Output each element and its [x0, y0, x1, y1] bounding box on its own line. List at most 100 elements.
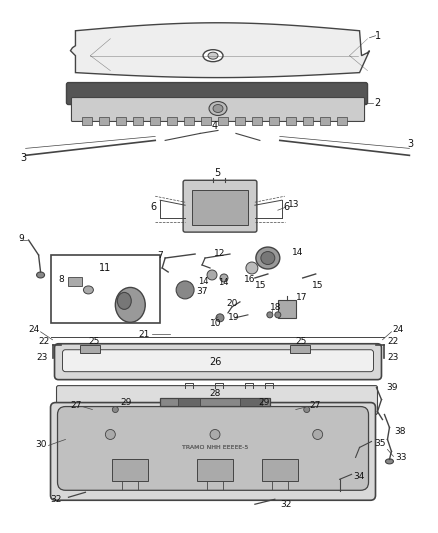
Text: 8: 8	[59, 276, 64, 285]
Bar	[150, 117, 160, 125]
Circle shape	[275, 312, 281, 318]
Text: 21: 21	[138, 330, 150, 340]
Bar	[112, 459, 148, 481]
Text: 12: 12	[214, 248, 226, 257]
Bar	[240, 398, 262, 406]
Ellipse shape	[37, 272, 45, 278]
Circle shape	[216, 314, 224, 322]
Bar	[68, 277, 82, 286]
Text: 24: 24	[28, 325, 40, 334]
FancyBboxPatch shape	[50, 402, 375, 500]
FancyBboxPatch shape	[57, 385, 378, 415]
FancyBboxPatch shape	[71, 98, 364, 122]
Bar	[167, 117, 177, 125]
Text: 10: 10	[210, 319, 222, 328]
Bar	[133, 117, 143, 125]
Bar	[50, 255, 160, 323]
Ellipse shape	[256, 247, 280, 269]
Bar	[81, 345, 100, 353]
Text: 25: 25	[296, 337, 307, 346]
Text: TRAMO NHH EEEEE-5: TRAMO NHH EEEEE-5	[182, 445, 248, 450]
Text: TRAMO NHH EEEEE-5: TRAMO NHH EEEEE-5	[182, 445, 248, 450]
Text: 20: 20	[226, 300, 237, 309]
Text: 38: 38	[395, 427, 406, 436]
Bar	[184, 117, 194, 125]
Bar	[178, 398, 200, 406]
Text: 28: 28	[209, 389, 221, 398]
Text: 22: 22	[39, 337, 50, 346]
FancyBboxPatch shape	[63, 350, 374, 372]
Ellipse shape	[209, 101, 227, 116]
Text: 6: 6	[284, 202, 290, 212]
Text: 29: 29	[120, 398, 132, 407]
Text: 35: 35	[374, 439, 386, 448]
Circle shape	[220, 274, 228, 282]
Text: 26: 26	[209, 357, 221, 367]
Ellipse shape	[261, 252, 275, 264]
Circle shape	[112, 407, 118, 413]
Text: 3: 3	[21, 154, 27, 163]
Text: 15: 15	[255, 281, 266, 290]
Text: 19: 19	[228, 313, 240, 322]
Bar	[117, 117, 126, 125]
FancyBboxPatch shape	[183, 180, 257, 232]
Ellipse shape	[115, 287, 145, 322]
Bar	[286, 117, 296, 125]
Text: 14: 14	[292, 247, 303, 256]
Circle shape	[210, 430, 220, 439]
FancyBboxPatch shape	[67, 83, 367, 104]
Bar	[235, 117, 245, 125]
Bar	[337, 117, 346, 125]
Text: 33: 33	[396, 453, 407, 462]
Text: 23: 23	[388, 353, 399, 362]
Bar	[269, 117, 279, 125]
Text: 30: 30	[35, 440, 47, 449]
Text: 14: 14	[218, 278, 229, 287]
Bar	[303, 117, 313, 125]
Bar	[82, 117, 92, 125]
Text: 37: 37	[196, 287, 208, 296]
Bar	[290, 345, 310, 353]
Ellipse shape	[213, 104, 223, 112]
Ellipse shape	[83, 286, 93, 294]
Text: 6: 6	[150, 202, 156, 212]
Circle shape	[304, 407, 310, 413]
Circle shape	[176, 281, 194, 299]
Text: 18: 18	[270, 303, 281, 312]
Ellipse shape	[117, 293, 131, 309]
Text: 22: 22	[388, 337, 399, 346]
Ellipse shape	[203, 50, 223, 62]
Text: 4: 4	[212, 122, 218, 132]
Text: 25: 25	[88, 337, 100, 346]
Circle shape	[267, 312, 273, 318]
Text: 1: 1	[374, 31, 381, 41]
Text: 32: 32	[50, 495, 62, 504]
Text: 27: 27	[71, 401, 82, 410]
Circle shape	[106, 430, 115, 439]
Text: 15: 15	[312, 281, 323, 290]
Bar	[262, 459, 298, 481]
Bar	[218, 117, 228, 125]
Bar	[252, 117, 262, 125]
FancyBboxPatch shape	[57, 407, 368, 490]
FancyBboxPatch shape	[54, 344, 381, 379]
Text: 9: 9	[19, 233, 25, 243]
Text: 27: 27	[310, 401, 321, 410]
Ellipse shape	[208, 52, 218, 59]
Text: 16: 16	[244, 276, 255, 285]
Text: 29: 29	[258, 398, 269, 407]
Text: 32: 32	[280, 500, 291, 508]
Text: 17: 17	[296, 293, 307, 302]
Text: 3: 3	[407, 140, 413, 149]
Text: 13: 13	[288, 200, 299, 209]
Bar	[99, 117, 110, 125]
Text: 14: 14	[198, 278, 208, 286]
Text: 24: 24	[392, 325, 404, 334]
Circle shape	[246, 262, 258, 274]
Bar	[278, 300, 296, 318]
Bar	[197, 459, 233, 481]
Bar	[320, 117, 330, 125]
Text: 2: 2	[374, 98, 381, 108]
Circle shape	[207, 270, 217, 280]
Bar	[192, 190, 248, 225]
